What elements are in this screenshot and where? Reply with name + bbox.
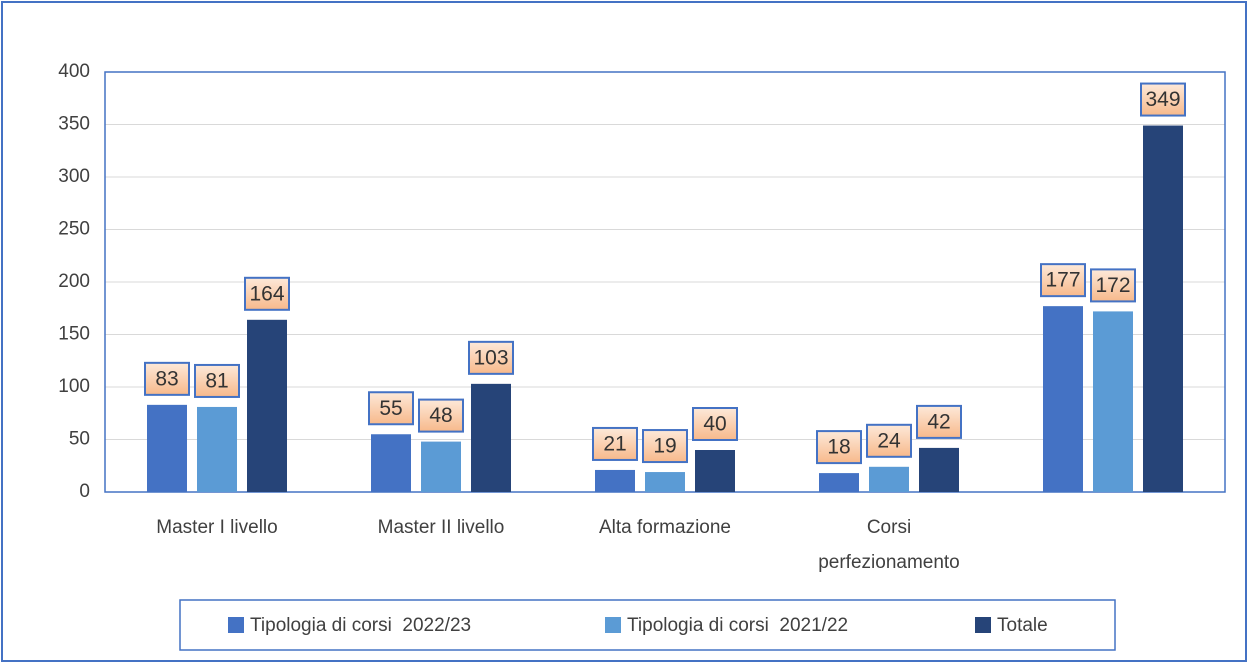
y-tick-label: 0 <box>79 481 90 502</box>
bar <box>645 472 685 492</box>
bar <box>1143 125 1183 493</box>
data-label: 349 <box>1145 88 1180 111</box>
data-label-box <box>1090 268 1136 303</box>
data-label-box <box>692 407 738 441</box>
legend-label: Totale <box>997 615 1048 636</box>
legend-swatch <box>975 617 991 633</box>
data-label-box <box>592 426 638 461</box>
x-tick-label: Alta formazione <box>599 517 731 538</box>
y-tick-label: 50 <box>69 429 90 450</box>
data-label-box <box>418 398 464 433</box>
data-label-box <box>244 276 290 311</box>
bar <box>371 434 411 492</box>
x-tick-label: Corsi perfezionamento <box>818 517 960 573</box>
bar <box>247 319 287 492</box>
data-label-box <box>1040 263 1086 298</box>
data-label: 177 <box>1045 269 1080 292</box>
bar <box>1043 306 1083 492</box>
y-tick-label: 100 <box>58 376 90 397</box>
data-label: 55 <box>379 397 402 420</box>
data-label-box <box>642 429 688 464</box>
bar <box>869 466 909 492</box>
y-tick-label: 200 <box>58 271 90 292</box>
bar <box>197 406 237 492</box>
bar <box>1093 311 1133 492</box>
y-tick-label: 250 <box>58 219 90 240</box>
data-label-box <box>866 423 912 458</box>
y-tick-label: 400 <box>58 61 90 82</box>
data-label: 48 <box>429 404 452 427</box>
y-tick-label: 350 <box>58 114 90 135</box>
data-label: 24 <box>877 429 901 452</box>
x-tick-label: Master II livello <box>378 517 505 538</box>
data-label-box <box>1140 82 1186 117</box>
legend-swatch <box>228 617 244 633</box>
data-label-box <box>468 340 514 375</box>
bar <box>421 441 461 492</box>
data-label-box <box>194 363 240 398</box>
data-label-box <box>916 404 962 439</box>
bar <box>819 473 859 492</box>
y-tick-label: 300 <box>58 166 90 187</box>
data-label: 42 <box>927 410 950 433</box>
data-label: 18 <box>827 436 850 459</box>
bar <box>147 404 187 492</box>
data-label: 40 <box>703 413 726 436</box>
data-label: 164 <box>249 282 284 305</box>
data-label: 19 <box>653 435 676 458</box>
data-label-box <box>144 361 190 396</box>
legend-label: Tipologia di corsi 2022/23 <box>250 615 471 636</box>
data-label: 21 <box>603 432 626 455</box>
legend-label: Tipologia di corsi 2021/22 <box>627 615 848 636</box>
data-label: 103 <box>473 346 508 369</box>
x-tick-label: Master I livello <box>156 517 277 538</box>
bar <box>919 447 959 492</box>
y-tick-label: 150 <box>58 324 90 345</box>
data-label: 81 <box>205 369 228 392</box>
legend-swatch <box>605 617 621 633</box>
data-label: 172 <box>1095 274 1130 297</box>
legend-border <box>179 599 1116 651</box>
data-label: 83 <box>155 367 178 390</box>
bar <box>695 450 735 492</box>
bar <box>595 469 635 492</box>
data-label-box <box>816 430 862 465</box>
data-label-box <box>368 391 414 426</box>
bar <box>471 383 511 492</box>
